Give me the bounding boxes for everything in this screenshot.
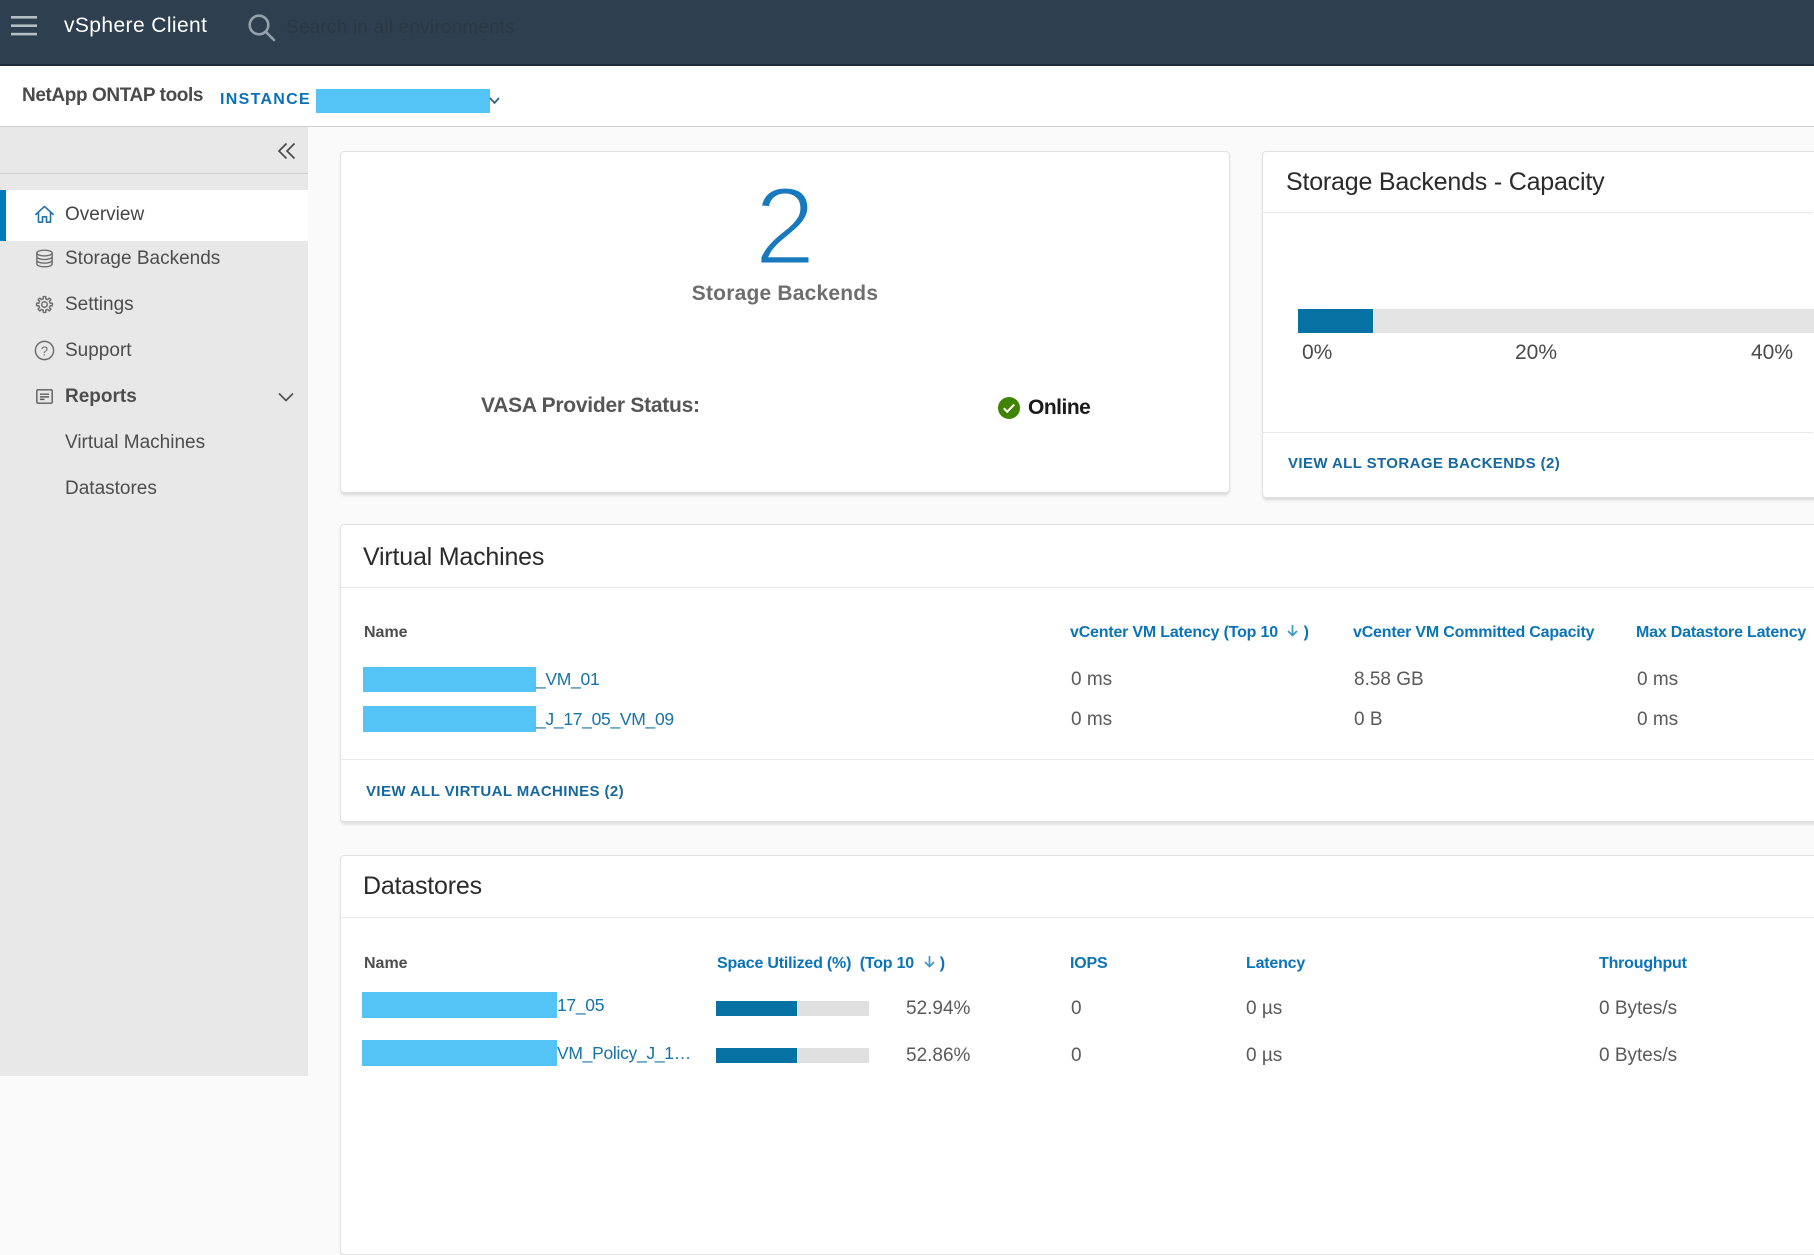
svg-text:?: ? [41, 343, 48, 358]
